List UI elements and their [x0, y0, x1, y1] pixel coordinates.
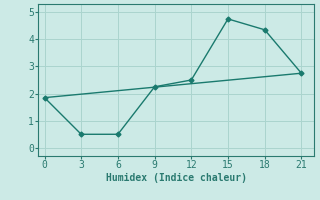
X-axis label: Humidex (Indice chaleur): Humidex (Indice chaleur): [106, 173, 246, 183]
